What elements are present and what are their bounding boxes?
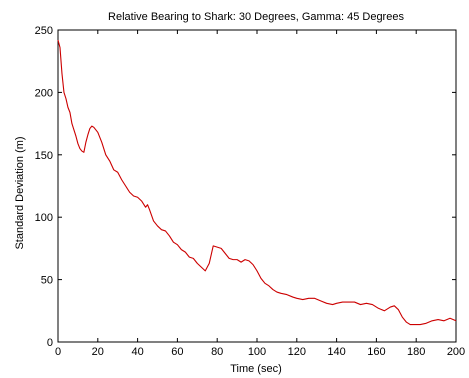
y-tick-label: 250: [35, 25, 53, 37]
x-tick-label: 160: [367, 346, 385, 358]
x-tick-label: 100: [248, 346, 266, 358]
plot-area: [57, 29, 457, 343]
y-tick-label: 100: [35, 212, 53, 224]
y-tick-label: 200: [35, 87, 53, 99]
y-tick-label: 50: [41, 275, 53, 287]
x-tick-label: 0: [55, 346, 61, 358]
x-tick-label: 40: [131, 346, 143, 358]
x-axis-label: Time (sec): [230, 363, 282, 375]
chart-title: Relative Bearing to Shark: 30 Degrees, G…: [108, 11, 404, 23]
x-tick-label: 60: [171, 346, 183, 358]
axis-tick-labels: 0 20 40 60 80 100 120 140 160 180 200 0 50 100 150 200 2…: [35, 25, 466, 358]
y-tick-label: 150: [35, 150, 53, 162]
x-tick-label: 20: [92, 346, 104, 358]
x-tick-label: 80: [211, 346, 223, 358]
axis-ticks: [57, 29, 457, 343]
x-tick-label: 120: [288, 346, 306, 358]
y-tick-label: 0: [47, 337, 53, 349]
y-axis-label: Standard Deviation (m): [14, 136, 26, 249]
x-tick-label: 180: [407, 346, 425, 358]
x-tick-label: 140: [327, 346, 345, 358]
x-tick-label: 200: [447, 346, 465, 358]
series-line: [57, 39, 457, 326]
